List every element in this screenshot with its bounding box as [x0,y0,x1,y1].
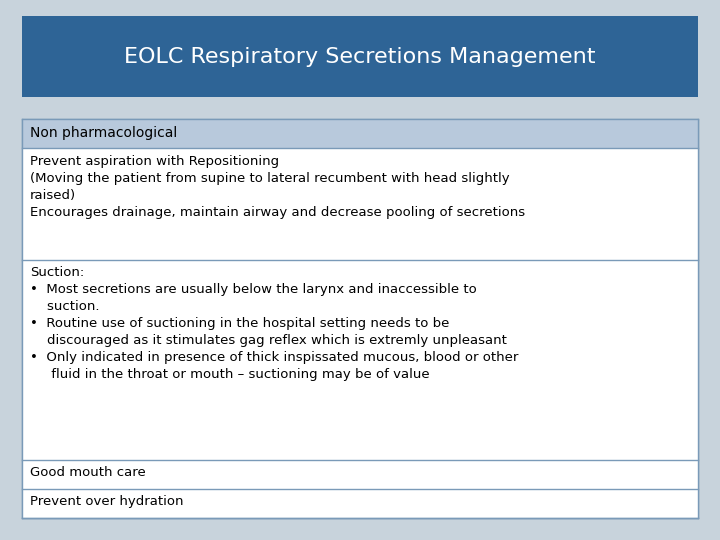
FancyBboxPatch shape [22,489,698,518]
FancyBboxPatch shape [22,119,698,148]
Text: Suction:
•  Most secretions are usually below the larynx and inaccessible to
   : Suction: • Most secretions are usually b… [30,266,518,381]
Text: EOLC Respiratory Secretions Management: EOLC Respiratory Secretions Management [125,46,595,67]
Text: Prevent over hydration: Prevent over hydration [30,496,184,509]
FancyBboxPatch shape [22,260,698,460]
FancyBboxPatch shape [22,460,698,489]
Text: Good mouth care: Good mouth care [30,466,146,479]
Text: Prevent aspiration with Repositioning
(Moving the patient from supine to lateral: Prevent aspiration with Repositioning (M… [30,154,526,219]
FancyBboxPatch shape [22,148,698,260]
FancyBboxPatch shape [22,16,698,97]
Text: Non pharmacological: Non pharmacological [30,126,178,140]
FancyBboxPatch shape [22,119,698,518]
